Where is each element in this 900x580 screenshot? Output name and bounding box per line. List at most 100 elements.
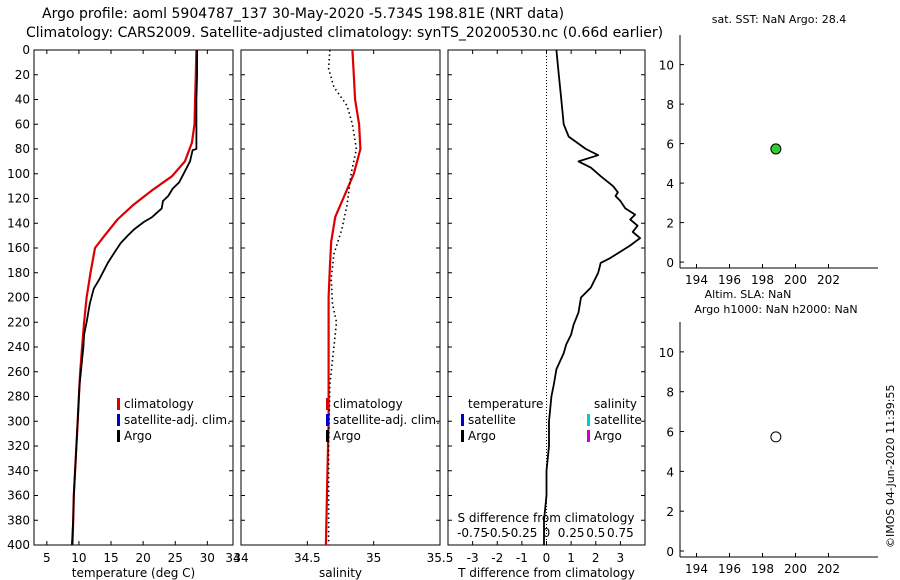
difference-s-tick-label: 0.75: [607, 526, 634, 540]
sst-ytick-label: 2: [666, 217, 674, 231]
salinity-legend-label: climatology: [333, 397, 403, 411]
sla-xtick-label: 202: [817, 562, 840, 576]
difference-legend-title-temperature: temperature: [468, 397, 543, 411]
sla-ytick-label: 4: [666, 465, 674, 479]
sst-ytick-label: 6: [666, 138, 674, 152]
difference-series-t-diff: [543, 49, 641, 545]
sst-point: [770, 143, 782, 155]
depth-tick-label: 220: [7, 315, 30, 329]
sst-ytick-label: 0: [666, 256, 674, 270]
salinity-series-climatology: [324, 49, 362, 546]
sla-title: Altim. SLA: NaN: [705, 288, 792, 301]
sla-ytick-label: 2: [666, 505, 674, 519]
salinity-legend-swatch: [326, 398, 329, 410]
figure-title-line1: Argo profile: aoml 5904787_137 30-May-20…: [42, 6, 565, 22]
depth-tick-label: 0: [22, 43, 30, 57]
salinity-legend-label: satellite-adj. clim.: [333, 413, 440, 427]
temperature-legend-label: climatology: [124, 397, 194, 411]
difference-xtick-label: -2: [491, 551, 503, 565]
sla-ytick-label: 8: [666, 386, 674, 400]
difference-temperature-legend-label: Argo: [468, 429, 496, 443]
difference-s-tick-label: 0.25: [558, 526, 585, 540]
depth-tick-label: 140: [7, 216, 30, 230]
difference-xtick-label: 0: [543, 551, 551, 565]
temperature-xtick-label: 25: [168, 551, 183, 565]
depth-tick-label: 180: [7, 266, 30, 280]
depth-tick-label: 280: [7, 390, 30, 404]
difference-xtick-label: 2: [592, 551, 600, 565]
temperature-legend-label: Argo: [124, 429, 152, 443]
sst-xtick-label: 194: [685, 273, 708, 287]
sla-xtick-label: 200: [784, 562, 807, 576]
depth-tick-label: 340: [7, 464, 30, 478]
difference-temperature-legend-swatch: [461, 430, 464, 442]
difference-salinity-legend-swatch: [587, 430, 590, 442]
temperature-xtick-label: 15: [103, 551, 118, 565]
salinity-legend-swatch: [326, 414, 329, 426]
depth-tick-label: 400: [7, 538, 30, 552]
sst-title: sat. SST: NaN Argo: 28.4: [712, 13, 846, 26]
temperature-legend-swatch: [117, 414, 120, 426]
depth-tick-label: 380: [7, 513, 30, 527]
sst-xtick-label: 202: [817, 273, 840, 287]
difference-temperature-legend-swatch: [461, 414, 464, 426]
depth-tick-label: 360: [7, 489, 30, 503]
temperature-legend-swatch: [117, 430, 120, 442]
salinity-xtick-label: 34: [233, 551, 248, 565]
sla-ytick-label: 10: [659, 346, 674, 360]
depth-tick-label: 60: [15, 117, 30, 131]
difference-s-axis-title: S difference from climatology: [458, 511, 635, 525]
difference-s-tick-label: 0: [543, 526, 551, 540]
difference-temperature-legend-label: satellite: [468, 413, 516, 427]
temperature-xtick-label: 34: [225, 551, 240, 565]
temperature-xtick-label: 30: [200, 551, 215, 565]
difference-s-tick-label: -0.75: [457, 526, 488, 540]
sla-subtitle: Argo h1000: NaN h2000: NaN: [694, 303, 857, 316]
salinity-xtick-label: 35.5: [427, 551, 454, 565]
depth-tick-label: 20: [15, 68, 30, 82]
sst-ytick-label: 10: [659, 59, 674, 73]
depth-tick-label: 200: [7, 291, 30, 305]
salinity-xtick-label: 34.5: [294, 551, 321, 565]
difference-xtick-label: -3: [467, 551, 479, 565]
salinity-xtick-label: 35: [366, 551, 381, 565]
depth-tick-label: 320: [7, 439, 30, 453]
temperature-xtick-label: 5: [43, 551, 51, 565]
temperature-series-argo: [71, 50, 198, 546]
difference-s-tick-label: -0.5: [486, 526, 509, 540]
temperature-legend-swatch: [117, 398, 120, 410]
sla-ytick-label: 6: [666, 426, 674, 440]
depth-tick-label: 300: [7, 414, 30, 428]
depth-tick-label: 260: [7, 365, 30, 379]
temperature-xtick-label: 10: [71, 551, 86, 565]
sla-xtick-label: 196: [718, 562, 741, 576]
depth-tick-label: 80: [15, 142, 30, 156]
sla-ytick-label: 0: [666, 545, 674, 559]
sst-ytick-label: 8: [666, 98, 674, 112]
depth-tick-label: 120: [7, 192, 30, 206]
difference-xtick-label: -1: [516, 551, 528, 565]
depth-tick-label: 160: [7, 241, 30, 255]
difference-legend-title-salinity: salinity: [594, 397, 637, 411]
difference-salinity-legend-label: satellite: [594, 413, 642, 427]
difference-salinity-legend-swatch: [587, 414, 590, 426]
temperature-axes-frame: [33, 49, 234, 546]
difference-xtick-label: 1: [567, 551, 575, 565]
difference-s-tick-label: -0.25: [506, 526, 537, 540]
salinity-series-argo: [327, 49, 358, 545]
difference-s-tick-label: 0.5: [586, 526, 605, 540]
salinity-legend-swatch: [326, 430, 329, 442]
depth-tick-label: 240: [7, 340, 30, 354]
difference-xtick-label: 3: [617, 551, 625, 565]
sst-xtick-label: 200: [784, 273, 807, 287]
sla-xtick-label: 198: [751, 562, 774, 576]
salinity-axes-frame: [240, 49, 441, 546]
sst-xtick-label: 196: [718, 273, 741, 287]
temperature-xtick-label: 20: [135, 551, 150, 565]
sst-xtick-label: 198: [751, 273, 774, 287]
sla-xtick-label: 194: [685, 562, 708, 576]
salinity-legend-label: Argo: [333, 429, 361, 443]
temperature-legend-label: satellite-adj. clim.: [124, 413, 231, 427]
difference-salinity-legend-label: Argo: [594, 429, 622, 443]
